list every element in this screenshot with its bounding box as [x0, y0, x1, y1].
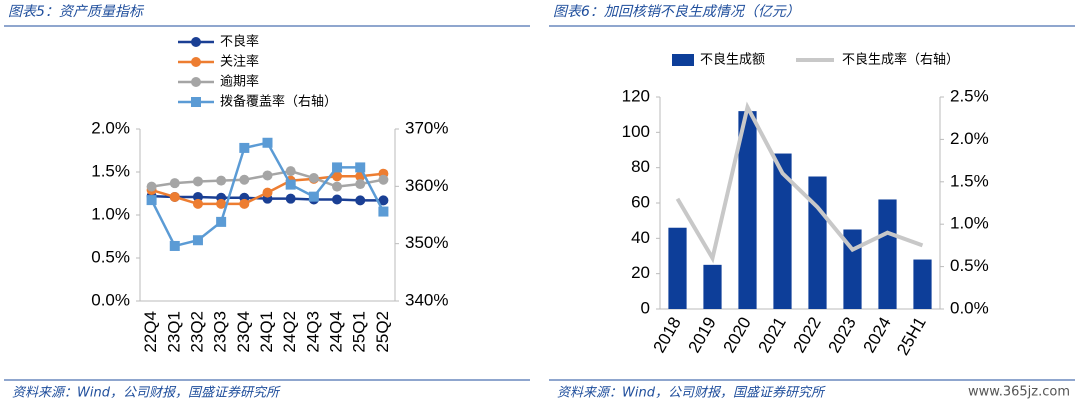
x-tick-label: 24Q4	[327, 311, 346, 353]
marker	[192, 176, 203, 187]
marker	[355, 162, 366, 173]
x-tick-label: 22Q4	[141, 311, 160, 353]
x-tick-label: 23Q2	[187, 311, 206, 353]
y2-tick-label: 0.0%	[950, 298, 989, 317]
marker	[146, 181, 157, 192]
y2-tick-label: 370%	[405, 118, 448, 137]
marker	[378, 174, 389, 185]
bar	[668, 227, 687, 309]
marker	[192, 198, 203, 209]
legend-marker	[191, 37, 201, 47]
bar	[703, 264, 722, 309]
legend-marker	[191, 57, 201, 67]
marker	[332, 171, 343, 182]
x-tick-label: 23Q1	[164, 311, 183, 353]
marker	[355, 195, 366, 206]
x-tick-label: 25Q2	[373, 311, 392, 353]
marker	[285, 166, 296, 177]
y2-tick-label: 350%	[405, 233, 448, 252]
y-tick-label: 80	[631, 157, 650, 176]
watermark: www.365jz.com	[968, 385, 1070, 400]
marker	[332, 194, 343, 205]
marker	[169, 240, 180, 251]
legend-label: 不良生成额	[700, 52, 765, 68]
bar	[773, 153, 792, 309]
x-tick-label: 23Q3	[211, 311, 230, 353]
bar	[913, 259, 932, 309]
marker	[192, 235, 203, 246]
marker	[169, 191, 180, 202]
legend-swatch	[672, 54, 694, 66]
marker	[169, 178, 180, 189]
marker	[308, 191, 319, 202]
marker	[216, 198, 227, 209]
marker	[285, 179, 296, 190]
marker	[285, 193, 296, 204]
chart-title: 图表6：加回核销不良生成情况（亿元）	[553, 4, 800, 20]
bar	[738, 111, 757, 309]
y-tick-label: 0.5%	[91, 247, 130, 266]
legend-label: 不良率	[220, 34, 259, 50]
x-tick-label: 2023	[824, 314, 859, 356]
x-tick-label: 23Q4	[234, 311, 253, 353]
x-tick-label: 2022	[789, 314, 824, 356]
marker	[239, 142, 250, 153]
y2-tick-label: 2.0%	[950, 129, 989, 148]
x-tick-label: 2020	[719, 314, 754, 356]
marker	[262, 137, 273, 148]
y-tick-label: 20	[631, 263, 650, 282]
y-tick-label: 60	[631, 192, 650, 211]
x-tick-label: 24Q2	[280, 311, 299, 353]
legend-label: 不良生成率（右轴）	[842, 52, 959, 68]
series-line	[675, 101, 924, 264]
marker	[216, 216, 227, 227]
marker	[332, 162, 343, 173]
y-tick-label: 100	[622, 122, 650, 141]
y-tick-label: 120	[622, 86, 650, 105]
bar	[808, 176, 827, 309]
marker	[378, 195, 389, 206]
legend-label: 关注率	[220, 54, 259, 70]
legend-marker	[191, 97, 201, 107]
x-tick-label: 2019	[684, 314, 719, 356]
x-tick-label: 25H1	[893, 314, 930, 359]
x-tick-label: 24Q1	[257, 311, 276, 353]
y2-tick-label: 2.5%	[950, 86, 989, 105]
marker	[192, 191, 203, 202]
marker	[239, 198, 250, 209]
marker	[355, 179, 366, 190]
y-tick-label: 1.0%	[91, 204, 130, 223]
y-tick-label: 0.0%	[91, 290, 130, 309]
marker	[146, 195, 157, 206]
y-tick-label: 1.5%	[91, 161, 130, 180]
x-tick-label: 24Q3	[303, 311, 322, 353]
source-note: 资料来源：Wind，公司财报，国盛证券研究所	[12, 385, 281, 401]
y2-tick-label: 360%	[405, 176, 448, 195]
y2-tick-label: 0.5%	[950, 256, 989, 275]
marker	[262, 187, 273, 198]
y-tick-label: 2.0%	[91, 118, 130, 137]
marker	[239, 174, 250, 185]
y-tick-label: 40	[631, 228, 650, 247]
marker	[262, 170, 273, 181]
x-tick-label: 25Q1	[350, 311, 369, 353]
x-tick-label: 2024	[859, 314, 894, 356]
y2-tick-label: 1.5%	[950, 171, 989, 190]
marker	[332, 181, 343, 192]
y-tick-label: 0	[641, 298, 650, 317]
x-tick-label: 2021	[754, 314, 789, 356]
source-note: 资料来源：Wind，公司财报，国盛证券研究所	[557, 385, 826, 401]
legend-label: 拨备覆盖率（右轴）	[220, 94, 337, 110]
y2-tick-label: 340%	[405, 290, 448, 309]
y2-tick-label: 1.0%	[950, 214, 989, 233]
marker	[308, 173, 319, 184]
chart-title: 图表5：资产质量指标	[8, 4, 145, 20]
bar	[878, 199, 897, 309]
legend-label: 逾期率	[220, 74, 259, 90]
marker	[216, 175, 227, 186]
x-tick-label: 2018	[649, 314, 684, 356]
marker	[378, 206, 389, 217]
legend-marker	[191, 77, 201, 87]
